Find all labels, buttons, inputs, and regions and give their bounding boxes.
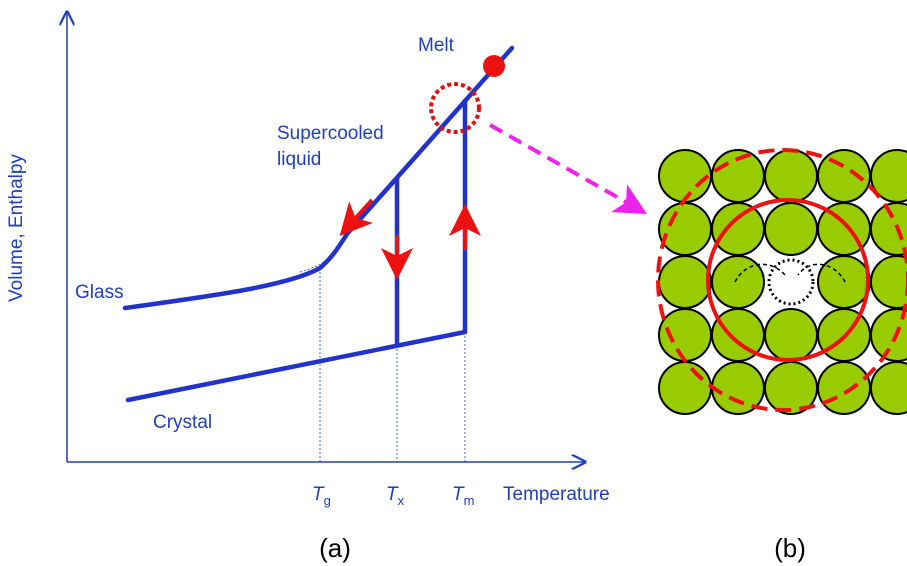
arrows [345, 200, 465, 272]
temp-label: Tg [312, 484, 331, 508]
subscript: x [398, 493, 405, 508]
atom [659, 362, 711, 414]
subscript: g [324, 493, 331, 508]
supercooled-label: Supercooled [277, 123, 384, 144]
supercooled-label: liquid [277, 149, 321, 170]
y-label: Volume, Enthalpy [6, 154, 27, 302]
caption: (a) [319, 533, 351, 563]
melt-dot [483, 55, 505, 77]
atom [871, 256, 907, 308]
x-label: Temperature [503, 484, 610, 505]
atom-lattice [658, 150, 907, 414]
atom [765, 309, 817, 361]
atom [818, 256, 870, 308]
atom [659, 309, 711, 361]
atom [659, 203, 711, 255]
temp-label: Tx [386, 484, 405, 508]
atom [871, 362, 907, 414]
zoom-arrow [490, 125, 640, 210]
atom [818, 150, 870, 202]
caption: (b) [774, 533, 806, 563]
crystal-label: Crystal [153, 412, 212, 433]
atom [818, 362, 870, 414]
atom [765, 203, 817, 255]
glass-label: Glass [75, 282, 124, 303]
temp-label: Tm [452, 484, 474, 508]
atom [712, 203, 764, 255]
atom [659, 150, 711, 202]
diagram: Volume, Enthalpy Temperature Melt Superc… [0, 0, 907, 566]
atom [712, 256, 764, 308]
atom [659, 256, 711, 308]
melt-label: Melt [418, 35, 455, 56]
subscript: m [464, 493, 475, 508]
curves [125, 48, 512, 400]
atom [765, 150, 817, 202]
guide-lines [320, 268, 465, 462]
